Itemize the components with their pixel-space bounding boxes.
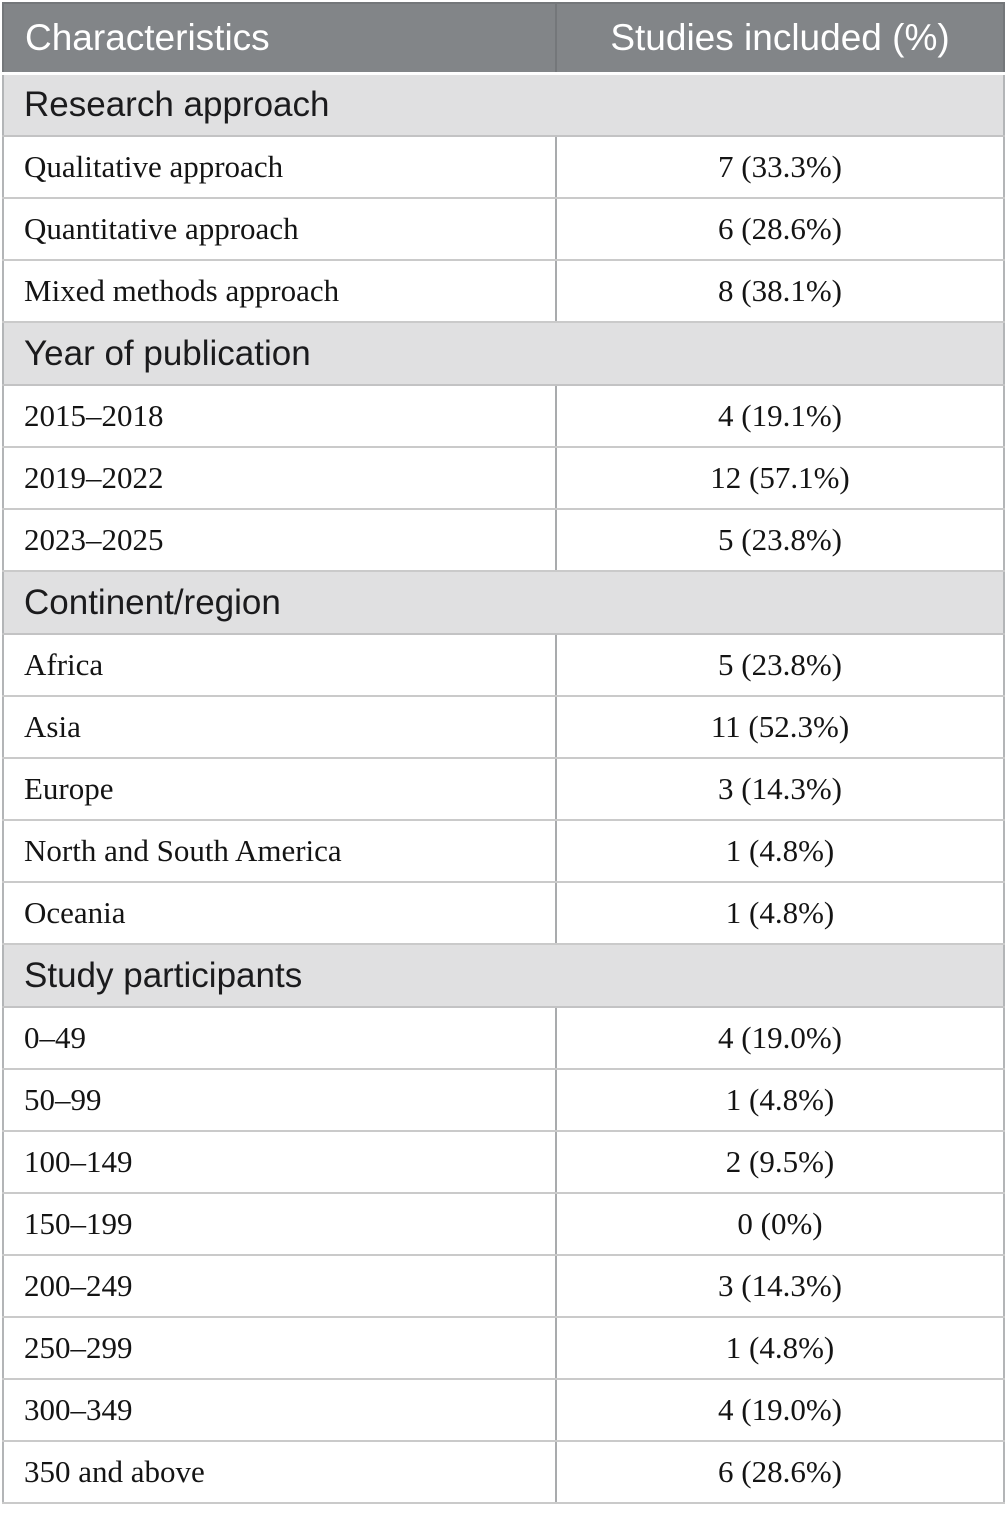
row-label: 2015–2018 [3, 385, 557, 448]
section-title: Year of publication [3, 321, 1004, 386]
table-row: Asia 11 (52.3%) [3, 696, 1004, 759]
row-value: 4 (19.0%) [556, 1007, 1004, 1070]
table-row: Oceania 1 (4.8%) [3, 882, 1004, 945]
row-label: 2023–2025 [3, 509, 557, 572]
table-row: 2015–2018 4 (19.1%) [3, 385, 1004, 448]
table-row: Mixed methods approach 8 (38.1%) [3, 260, 1004, 323]
row-value: 1 (4.8%) [556, 882, 1004, 945]
table-row: 250–299 1 (4.8%) [3, 1317, 1004, 1380]
section-row-continent-region: Continent/region [3, 570, 1004, 635]
row-value: 12 (57.1%) [556, 447, 1004, 510]
row-label: Europe [3, 758, 557, 821]
table-row: 300–349 4 (19.0%) [3, 1379, 1004, 1442]
row-label: North and South America [3, 820, 557, 883]
section-title: Continent/region [3, 570, 1004, 635]
row-label: 0–49 [3, 1007, 557, 1070]
row-label: 200–249 [3, 1255, 557, 1318]
section-row-year-of-publication: Year of publication [3, 321, 1004, 386]
row-value: 6 (28.6%) [556, 1441, 1004, 1504]
table-row: Qualitative approach 7 (33.3%) [3, 136, 1004, 199]
row-value: 3 (14.3%) [556, 758, 1004, 821]
table-row: 2019–2022 12 (57.1%) [3, 447, 1004, 510]
section-row-research-approach: Research approach [3, 72, 1004, 137]
row-label: Quantitative approach [3, 198, 557, 261]
row-value: 1 (4.8%) [556, 1317, 1004, 1380]
table-row: 2023–2025 5 (23.8%) [3, 509, 1004, 572]
row-label: 50–99 [3, 1069, 557, 1132]
table-row: North and South America 1 (4.8%) [3, 820, 1004, 883]
table-row: 100–149 2 (9.5%) [3, 1131, 1004, 1194]
row-label: 300–349 [3, 1379, 557, 1442]
row-value: 1 (4.8%) [556, 820, 1004, 883]
row-label: Qualitative approach [3, 136, 557, 199]
table-row: 200–249 3 (14.3%) [3, 1255, 1004, 1318]
row-label: 2019–2022 [3, 447, 557, 510]
row-value: 4 (19.1%) [556, 385, 1004, 448]
row-label: 250–299 [3, 1317, 557, 1380]
row-value: 0 (0%) [556, 1193, 1004, 1256]
row-value: 3 (14.3%) [556, 1255, 1004, 1318]
table-row: Africa 5 (23.8%) [3, 634, 1004, 697]
table-row: 350 and above 6 (28.6%) [3, 1441, 1004, 1504]
row-value: 5 (23.8%) [556, 634, 1004, 697]
section-title: Research approach [3, 72, 1004, 137]
row-value: 11 (52.3%) [556, 696, 1004, 759]
table-row: 0–49 4 (19.0%) [3, 1007, 1004, 1070]
row-value: 8 (38.1%) [556, 260, 1004, 323]
row-value: 1 (4.8%) [556, 1069, 1004, 1132]
section-row-study-participants: Study participants [3, 943, 1004, 1008]
row-label: Mixed methods approach [3, 260, 557, 323]
row-value: 4 (19.0%) [556, 1379, 1004, 1442]
col-header-characteristics: Characteristics [2, 2, 557, 75]
table-row: 150–199 0 (0%) [3, 1193, 1004, 1256]
table-row: Europe 3 (14.3%) [3, 758, 1004, 821]
row-label: Asia [3, 696, 557, 759]
table-header-row: Characteristics Studies included (%) [2, 2, 1005, 75]
col-header-studies-included: Studies included (%) [555, 2, 1005, 75]
row-value: 7 (33.3%) [556, 136, 1004, 199]
row-value: 6 (28.6%) [556, 198, 1004, 261]
section-title: Study participants [3, 943, 1004, 1008]
row-label: 150–199 [3, 1193, 557, 1256]
row-value: 5 (23.8%) [556, 509, 1004, 572]
row-value: 2 (9.5%) [556, 1131, 1004, 1194]
row-label: Africa [3, 634, 557, 697]
table-row: 50–99 1 (4.8%) [3, 1069, 1004, 1132]
table-row: Quantitative approach 6 (28.6%) [3, 198, 1004, 261]
row-label: 350 and above [3, 1441, 557, 1504]
row-label: 100–149 [3, 1131, 557, 1194]
row-label: Oceania [3, 882, 557, 945]
